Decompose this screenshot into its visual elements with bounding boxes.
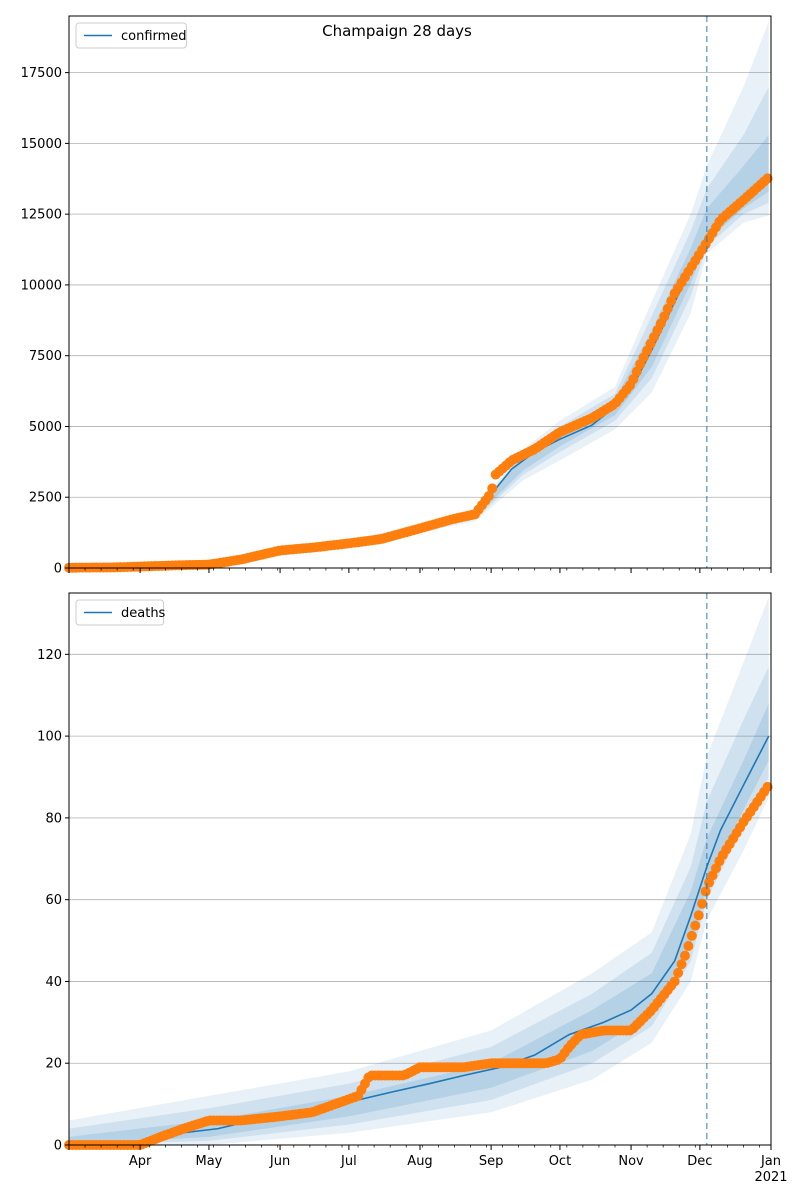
data-point	[762, 781, 773, 792]
data-point	[483, 491, 494, 502]
data-point	[762, 173, 773, 184]
legend: confirmed	[75, 22, 187, 49]
x-tick-label: Oct	[549, 1154, 571, 1169]
observed-points	[64, 173, 773, 573]
series-line-confirmed	[68, 176, 770, 569]
chart-title: Champaign 28 days	[322, 22, 472, 40]
x-tick-label: Dec	[687, 1154, 712, 1169]
y-tick-label: 100	[37, 730, 62, 745]
legend-label: confirmed	[121, 29, 187, 44]
x-tick-label: 2021	[754, 1170, 787, 1185]
observed-points	[64, 781, 773, 1150]
data-point	[666, 296, 677, 307]
y-tick-label: 20	[45, 1057, 62, 1072]
y-tick-label: 60	[45, 893, 62, 908]
y-tick-label: 40	[45, 975, 62, 990]
y-tick-label: 10000	[21, 278, 62, 293]
x-tick-label: Aug	[407, 1154, 432, 1169]
y-tick-label: 7500	[29, 349, 62, 364]
x-tick-label: Nov	[618, 1154, 644, 1169]
legend-box	[75, 22, 187, 49]
chart-panel-2: 0 20 40 60 80 100 120 Apr May Jun Jul Aug Sep Oct Nov D…	[37, 592, 788, 1185]
data-point	[683, 941, 694, 952]
x-tick-label: Sep	[479, 1154, 504, 1169]
legend-label: deaths	[121, 606, 166, 621]
y-tick-label: 0	[54, 1139, 62, 1154]
y-tick-label: 0	[54, 562, 62, 577]
confidence-band	[69, 21, 769, 568]
data-point	[690, 920, 701, 931]
y-tick-label: 120	[37, 648, 62, 663]
data-point	[487, 483, 498, 494]
data-point	[673, 967, 684, 978]
x-tick-label: Jan	[760, 1154, 781, 1169]
y-tick-label: 12500	[21, 208, 62, 223]
y-tick-label: 15000	[21, 137, 62, 152]
data-point	[679, 950, 690, 961]
x-tick-label: Jul	[340, 1154, 357, 1169]
data-point	[659, 311, 670, 322]
x-tick-label: Jun	[269, 1154, 290, 1169]
data-point	[686, 930, 697, 941]
data-point	[669, 976, 680, 987]
data-point	[628, 374, 639, 385]
y-tick-label: 17500	[21, 66, 62, 81]
x-tick-label: Apr	[129, 1154, 152, 1169]
x-tick-label: May	[195, 1154, 222, 1169]
y-tick-label: 80	[45, 811, 62, 826]
y-tick-label: 5000	[29, 420, 62, 435]
legend: deaths	[75, 599, 166, 626]
confidence-band	[69, 597, 769, 1145]
data-point	[697, 898, 708, 909]
data-point	[662, 303, 673, 314]
data-point	[700, 886, 711, 897]
y-tick-label: 2500	[29, 491, 62, 506]
data-point	[693, 910, 704, 921]
chart-panel-1: 0 2500 5000 7500 10000 12500 15000 17500 confirm…	[21, 15, 773, 577]
data-point	[676, 959, 687, 970]
data-point	[631, 366, 642, 377]
legend-box	[75, 599, 165, 626]
